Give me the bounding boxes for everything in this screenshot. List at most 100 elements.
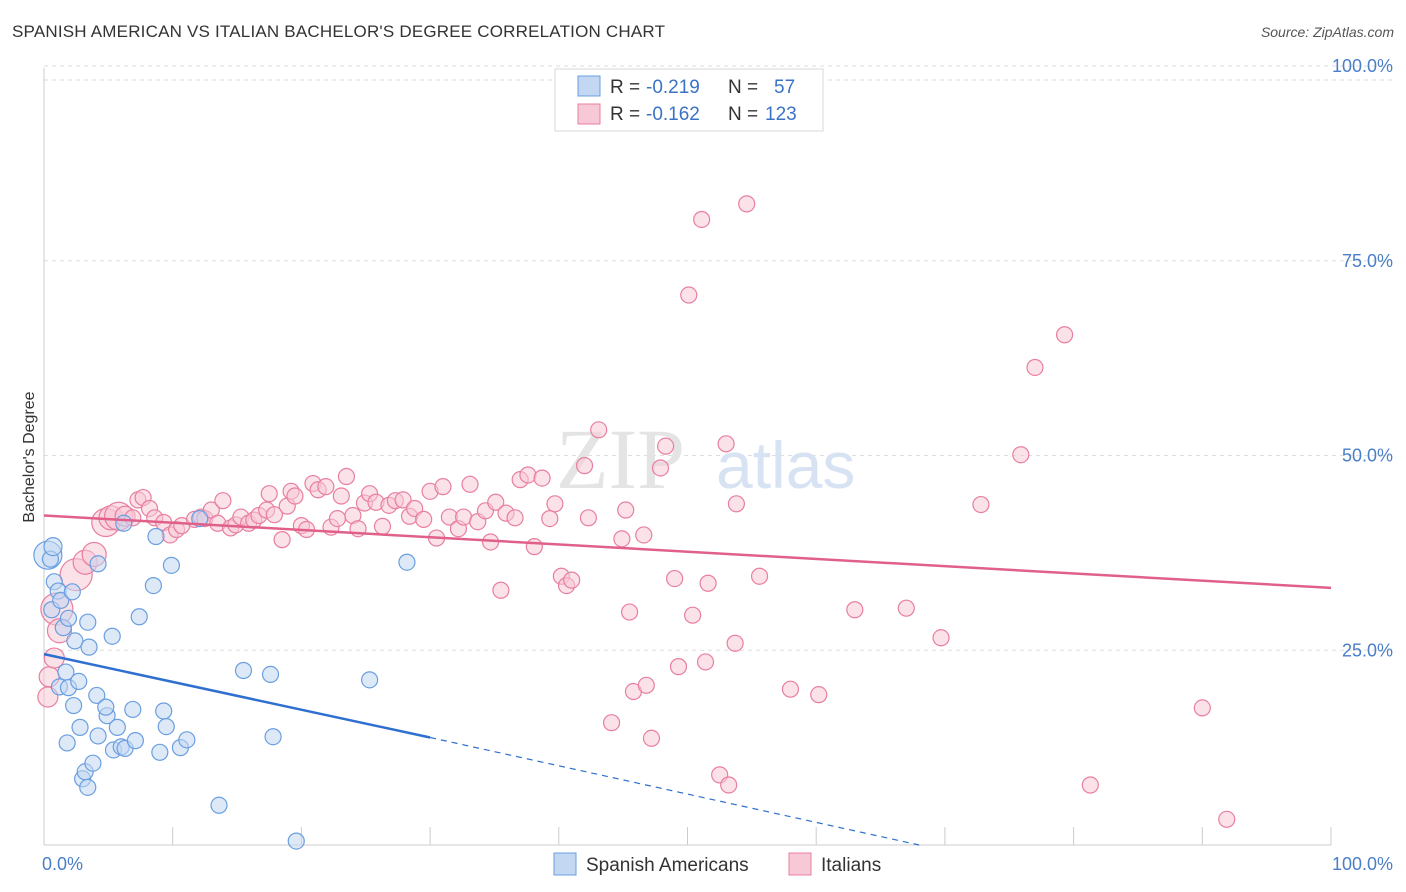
chart-title: SPANISH AMERICAN VS ITALIAN BACHELOR'S D…	[12, 22, 666, 41]
italians-point-107	[727, 495, 746, 513]
legend-n-label-1: N =	[728, 77, 758, 98]
spanish-americans-trend-line	[43, 652, 431, 739]
spanish-americans-point-43	[162, 556, 181, 574]
italians-point-105	[693, 210, 711, 229]
spanish-americans-point-41	[155, 702, 173, 720]
italians-point-112	[810, 686, 828, 704]
italians-point-94	[642, 729, 661, 747]
bottom-legend-swatch-blue	[553, 852, 577, 876]
italians-point-47	[332, 487, 350, 505]
italians-point-76	[519, 466, 537, 484]
spanish-americans-points	[33, 509, 416, 850]
spanish-americans-point-31	[108, 718, 126, 736]
spanish-americans-point-42	[157, 717, 175, 736]
italians-point-115	[932, 629, 950, 647]
italians-point-109	[717, 435, 735, 453]
italians-point-117	[1012, 446, 1030, 464]
x-tick-label-1: 100.0%	[1332, 854, 1393, 874]
italians-point-121	[1193, 699, 1211, 717]
spanish-americans-point-11	[58, 734, 76, 752]
italians-point-60	[415, 510, 433, 528]
spanish-americans-point-45	[178, 731, 196, 749]
italians-point-89	[617, 501, 635, 519]
spanish-americans-point-13	[63, 583, 81, 601]
legend-r-label-1: R =	[610, 77, 640, 98]
italians-point-71	[487, 493, 505, 511]
spanish-americans-point-6	[52, 591, 70, 609]
spanish-americans-point-3	[43, 537, 63, 557]
spanish-americans-point-52	[361, 671, 379, 689]
italians-point-96	[657, 437, 675, 455]
trend-lines	[43, 514, 1332, 846]
watermark: ZIP atlas	[556, 411, 855, 507]
spanish-americans-point-29	[103, 627, 121, 645]
italians-point-120	[1081, 776, 1099, 794]
y-tick-label-0: 25.0%	[1342, 640, 1393, 660]
italians-point-110	[750, 567, 769, 585]
legend-n-value-2: 123	[765, 104, 797, 125]
legend: R = -0.219 N = 57 R = -0.162 N = 123	[554, 68, 824, 132]
y-tick-label-1: 50.0%	[1342, 446, 1393, 466]
italians-point-72	[492, 581, 510, 599]
italians-point-36	[273, 531, 291, 549]
spanish-americans-point-50	[264, 728, 282, 746]
chart-source: Source: ZipAtlas.com	[1260, 24, 1394, 40]
spanish-americans-point-28	[97, 698, 115, 716]
italians-point-34	[260, 485, 278, 503]
italians-point-26	[214, 492, 232, 510]
italians-points	[37, 195, 1236, 828]
italians-point-114	[897, 599, 915, 617]
italians-point-103	[720, 776, 738, 794]
spanish-americans-point-14	[65, 696, 83, 715]
spanish-americans-point-9	[59, 609, 78, 627]
y-axis-label: Bachelor's Degree	[21, 391, 38, 522]
tick-labels: 25.0% 50.0% 75.0% 100.0% 0.0% 100.0%	[42, 56, 1393, 874]
italians-point-83	[563, 571, 581, 589]
grid-lines	[44, 65, 1393, 651]
italians-point-93	[635, 526, 653, 544]
legend-r-value-2: -0.162	[646, 104, 700, 125]
spanish-americans-point-47	[210, 796, 228, 814]
bottom-legend-label-italians: Italians	[821, 855, 881, 876]
legend-r-value-1: -0.219	[646, 77, 700, 98]
legend-r-label-2: R =	[610, 104, 640, 125]
italians-point-116	[972, 495, 990, 514]
spanish-americans-point-38	[144, 576, 162, 595]
italians-point-48	[337, 467, 356, 486]
spanish-americans-point-49	[261, 665, 280, 683]
italians-point-88	[613, 530, 631, 548]
spanish-americans-point-53	[398, 553, 416, 571]
bottom-legend-label-spanish-americans: Spanish Americans	[586, 855, 749, 876]
italians-point-108	[738, 195, 756, 213]
y-tick-label-2: 75.0%	[1342, 251, 1393, 271]
x-tick-label-0: 0.0%	[42, 854, 83, 874]
italians-point-44	[317, 478, 335, 496]
spanish-americans-point-33	[115, 514, 133, 532]
italians-point-84	[575, 457, 594, 475]
italians-point-104	[680, 286, 698, 304]
spanish-americans-point-25	[89, 727, 107, 745]
italians-point-80	[546, 495, 564, 513]
italians-point-86	[590, 421, 608, 439]
legend-swatch-blue	[577, 75, 601, 97]
italians-point-87	[602, 714, 621, 732]
italians-point-90	[620, 603, 639, 621]
spanish-americans-point-40	[151, 743, 169, 761]
spanish-americans-point-35	[124, 700, 142, 719]
italians-point-106	[726, 634, 744, 652]
italians-point-113	[846, 601, 864, 619]
italians-point-119	[1055, 326, 1074, 344]
italians-trend-line	[43, 514, 1332, 590]
spanish-americans-point-37	[130, 608, 148, 626]
italians-point-100	[696, 653, 715, 671]
spanish-americans-point-51	[287, 832, 305, 850]
italians-point-101	[699, 574, 717, 592]
spanish-americans-point-23	[84, 754, 102, 772]
italians-point-63	[434, 478, 452, 496]
italians-point-79	[541, 509, 559, 528]
spanish-americans-point-36	[126, 732, 144, 750]
spanish-americans-point-21	[80, 638, 98, 656]
spanish-americans-point-24	[88, 686, 106, 705]
italians-point-97	[666, 569, 684, 588]
